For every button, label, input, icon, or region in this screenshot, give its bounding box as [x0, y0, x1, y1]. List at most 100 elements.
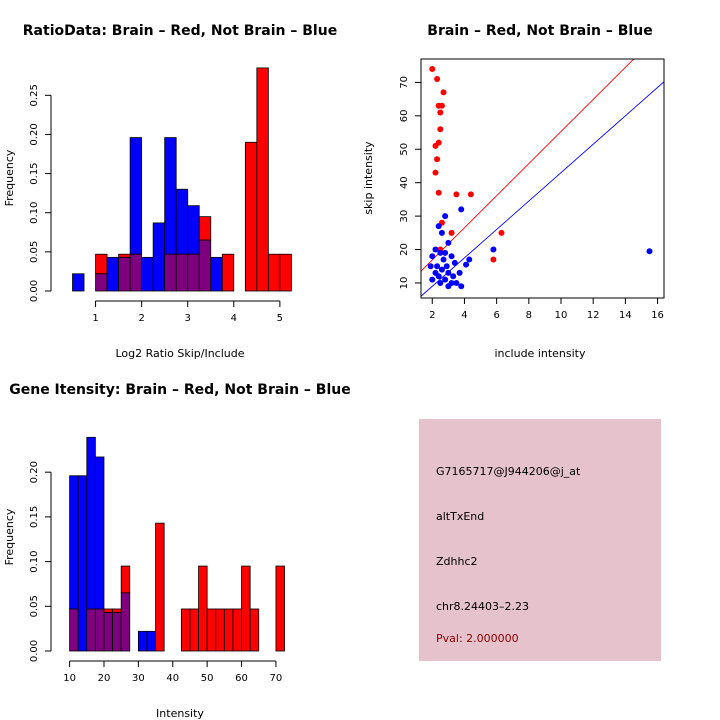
scatter-x-tick-label: 2 [429, 310, 435, 321]
brain-point [448, 229, 455, 236]
brain-bar [275, 565, 285, 652]
intensity-histogram-bars [69, 436, 285, 652]
brain-point [438, 102, 445, 109]
not-brain-point [451, 259, 458, 266]
intensity-histogram-y-tick-label: 0.10 [29, 550, 40, 572]
ratio-histogram-x-tick-label: 5 [277, 313, 283, 324]
scatter-x-tick-label: 12 [587, 310, 600, 321]
scatter-y-tick-label: 70 [399, 76, 410, 89]
not-brain-bar [106, 256, 119, 292]
ratio-histogram-x-tick-label: 4 [231, 313, 237, 324]
overlap-bar [69, 608, 79, 652]
not-brain-point [442, 276, 449, 283]
not-brain-point [437, 279, 444, 286]
intensity-histogram-x-tick-label: 30 [132, 673, 145, 684]
brain-point [435, 189, 442, 196]
not-brain-point [453, 279, 460, 286]
not-brain-point [435, 223, 442, 230]
intensity-histogram-xlabel: Intensity [156, 707, 204, 720]
scatter-x-tick-label: 10 [555, 310, 568, 321]
not-brain-point [440, 256, 447, 263]
brain-bar [241, 565, 251, 652]
not-brain-point [445, 283, 452, 290]
ratio-histogram-x-tick-label: 1 [92, 313, 98, 324]
scatter-y-tick-label: 20 [399, 243, 410, 256]
not-brain-point [490, 246, 497, 253]
overlap-bar [164, 253, 177, 292]
brain-points [429, 66, 505, 263]
not-brain-point [429, 276, 436, 283]
scatter-y-tick-label: 50 [399, 143, 410, 156]
not-brain-points [427, 206, 653, 290]
ratio-histogram-panel: RatioData: Brain – Red, Not Brain – Blue… [3, 23, 337, 360]
overlap-bar [94, 608, 105, 652]
overlap-bar [120, 592, 131, 652]
brain-bar [256, 67, 269, 292]
event-type-text: altTxEnd [436, 510, 485, 523]
overlap-bar [86, 608, 96, 652]
brain-bar [112, 608, 122, 613]
overlap-bar [187, 253, 200, 292]
intensity-histogram-x-tick-label: 40 [166, 673, 179, 684]
scatter-x-axis: 2 4 6 8 10 12 14 16 [429, 298, 664, 321]
intensity-histogram-y-tick-label: 0.15 [29, 506, 40, 528]
ratio-histogram-y-tick-label: 0.20 [29, 123, 40, 145]
intensity-histogram-ylabel: Frequency [3, 508, 16, 565]
brain-point [437, 109, 444, 116]
brain-bar [206, 608, 217, 652]
ratio-histogram-y-tick-label: 0.05 [29, 241, 40, 263]
brain-point [437, 126, 444, 133]
scatter-xlabel: include intensity [494, 347, 586, 360]
scatter-y-tick-label: 40 [399, 176, 410, 189]
ratio-histogram-bars [72, 67, 292, 292]
scatter-ylabel: skip intensity [362, 141, 375, 215]
intensity-histogram-panel: Gene Itensity: Brain – Red, Not Brain – … [3, 382, 351, 720]
brain-point [434, 156, 441, 163]
not-brain-point [646, 248, 653, 255]
brain-point [432, 142, 439, 149]
overlap-bar [118, 256, 131, 292]
overlap-bar [175, 253, 189, 292]
info-panel: G7165717@J944206@j_at altTxEnd Zdhhc2 ch… [419, 419, 661, 661]
not-brain-bar [146, 630, 156, 652]
brain-bar [215, 608, 225, 652]
brain-bar [198, 565, 208, 652]
brain-bar [249, 608, 260, 652]
brain-bar [120, 565, 131, 594]
location-text: chr8.24403–2.23 [436, 600, 530, 613]
brain-bar [221, 253, 235, 292]
brain-point [432, 169, 439, 176]
not-brain-point [442, 249, 449, 256]
not-brain-point [466, 256, 473, 263]
brain-bar [95, 253, 108, 275]
intensity-histogram-x-tick-label: 10 [63, 673, 76, 684]
scatter-panel: Brain – Red, Not Brain – Blue include in… [362, 23, 665, 360]
not-brain-point [445, 269, 452, 276]
not-brain-point [438, 229, 445, 236]
ratio-histogram-y-tick-label: 0.25 [29, 84, 40, 106]
overlap-bar [112, 612, 122, 652]
brain-bar [279, 253, 292, 292]
not-brain-point [442, 213, 449, 220]
brain-bar [267, 253, 281, 292]
intensity-histogram-x-tick-label: 20 [98, 673, 111, 684]
scatter-x-tick-label: 8 [526, 310, 532, 321]
brain-bar [180, 608, 191, 652]
overlap-bar [103, 612, 113, 652]
intensity-histogram-x-tick-label: 70 [270, 673, 283, 684]
not-brain-point [434, 263, 441, 270]
brain-point [434, 76, 441, 83]
brain-bar [189, 608, 199, 652]
ratio-histogram-y-tick-label: 0.00 [29, 280, 40, 302]
ratio-histogram-y-tick-label: 0.10 [29, 202, 40, 224]
not-brain-point [432, 246, 439, 253]
not-brain-bar [187, 205, 200, 255]
not-brain-bar [129, 137, 143, 255]
not-brain-bar [175, 188, 189, 255]
not-brain-point [463, 261, 470, 268]
brain-bar [198, 216, 212, 241]
overlap-bar [198, 239, 212, 292]
scatter-y-tick-label: 10 [399, 277, 410, 290]
not-brain-point [438, 266, 445, 273]
brain-point [429, 66, 436, 73]
